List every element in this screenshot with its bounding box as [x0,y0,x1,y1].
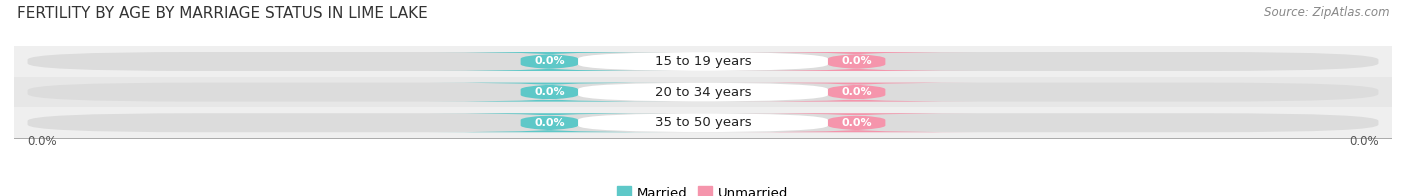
FancyBboxPatch shape [578,52,828,71]
Text: 35 to 50 years: 35 to 50 years [655,116,751,129]
Bar [14,77,1392,107]
Text: 0.0%: 0.0% [534,87,565,97]
Text: 15 to 19 years: 15 to 19 years [655,55,751,68]
Bar [14,107,1392,138]
FancyBboxPatch shape [737,113,977,132]
FancyBboxPatch shape [429,113,669,132]
FancyBboxPatch shape [737,52,977,71]
Text: 20 to 34 years: 20 to 34 years [655,86,751,99]
Text: 0.0%: 0.0% [841,87,872,97]
Text: 0.0%: 0.0% [28,135,58,148]
FancyBboxPatch shape [28,83,1378,102]
Text: 0.0%: 0.0% [1348,135,1378,148]
Text: 0.0%: 0.0% [841,118,872,128]
FancyBboxPatch shape [28,113,1378,132]
FancyBboxPatch shape [578,113,828,132]
Text: 0.0%: 0.0% [534,56,565,66]
Text: Source: ZipAtlas.com: Source: ZipAtlas.com [1264,6,1389,19]
FancyBboxPatch shape [429,52,669,71]
FancyBboxPatch shape [578,83,828,102]
Legend: Married, Unmarried: Married, Unmarried [612,181,794,196]
FancyBboxPatch shape [429,83,669,102]
FancyBboxPatch shape [737,83,977,102]
Text: 0.0%: 0.0% [841,56,872,66]
Text: 0.0%: 0.0% [534,118,565,128]
FancyBboxPatch shape [28,52,1378,71]
Text: FERTILITY BY AGE BY MARRIAGE STATUS IN LIME LAKE: FERTILITY BY AGE BY MARRIAGE STATUS IN L… [17,6,427,21]
Bar [14,46,1392,77]
